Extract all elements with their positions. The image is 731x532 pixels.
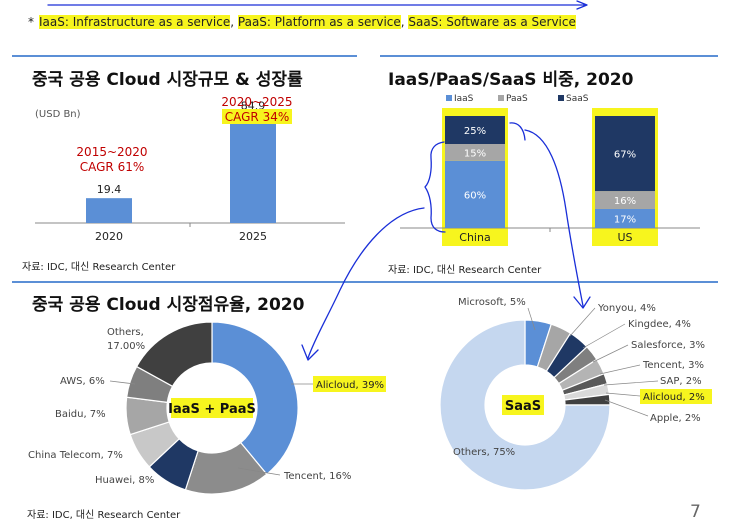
donut-iaas-paas <box>125 321 299 495</box>
slice-label-kingdee: Kingdee, 4% <box>628 319 691 330</box>
footnote-saas: SaaS: Software as a Service <box>408 15 576 29</box>
leader-aws <box>109 380 136 385</box>
stack-us: 17% 16% 67% <box>595 116 655 228</box>
segment-us-paas <box>595 191 655 209</box>
cagr-2020-2025-period: 2020~2025 <box>221 95 292 109</box>
leader-tencent <box>237 467 281 476</box>
slice-label-huawei: Huawei, 8% <box>95 475 154 486</box>
slice-label-alicloud: Alicloud, 39% <box>316 380 384 391</box>
source-note-1: 자료: IDC, 대신 Research Center <box>22 262 176 273</box>
legend-iaas-swatch <box>446 95 452 101</box>
source-note-3: 자료: IDC, 대신 Research Center <box>27 510 181 521</box>
leader-salesforce <box>592 344 629 363</box>
slice-label-apple: Apple, 2% <box>650 413 701 424</box>
pen-arrow-to-iaas-paas <box>301 207 425 361</box>
stacked-chart-title: IaaS/PaaS/SaaS 비중, 2020 <box>388 70 634 90</box>
slice-label-tencent: Tencent, 16% <box>283 471 351 482</box>
alicloud-highlight <box>640 389 712 404</box>
slice-label-salesforce: Salesforce, 3% <box>631 340 705 351</box>
saas-donut-chart: SaaS Microsoft, 5% Yonyou, 4% Kingdee, 4… <box>439 297 712 491</box>
slice-label-microsoft: Microsoft, 5% <box>458 297 526 308</box>
bar-2025 <box>230 114 276 223</box>
segment-label-us-saas: 67% <box>614 150 636 161</box>
pen-bracket-china <box>424 141 446 233</box>
legend-iaas: IaaS <box>454 94 474 104</box>
footnote-iaas: IaaS: Infrastructure as a service <box>39 15 231 29</box>
pen-bracket-saas <box>509 122 526 141</box>
leader-apple <box>604 399 649 417</box>
iaas-paas-slice-alicloud <box>211 321 299 476</box>
slice-label-alicloud: Alicloud, 2% <box>643 392 705 403</box>
ylabel: (USD Bn) <box>35 109 81 120</box>
segment-label-china-iaas: 60% <box>464 190 486 201</box>
center-label: IaaS + PaaS <box>168 402 256 417</box>
segment-china-saas <box>445 116 505 144</box>
leader-tencent <box>599 364 641 375</box>
x-tick-china: China <box>459 231 490 244</box>
slice-label-sap: SAP, 2% <box>660 376 702 387</box>
center-highlight <box>171 398 253 418</box>
slice-label-others-2: 17.00% <box>107 341 145 352</box>
segment-china-iaas <box>445 160 505 228</box>
footnote-paas: PaaS: Platform as a service <box>237 15 401 29</box>
x-tick-2025: 2025 <box>239 230 267 243</box>
legend-saas-swatch <box>558 95 564 101</box>
cagr-2015-2020-period: 2015~2020 <box>76 145 147 159</box>
divider-top-left <box>12 55 357 57</box>
footnote-star: * <box>28 15 34 29</box>
slice-label-tencent: Tencent, 3% <box>642 360 704 371</box>
divider-middle <box>12 281 718 283</box>
segment-us-iaas <box>595 208 655 228</box>
x-tick-us: US <box>617 231 632 244</box>
x-tick-2020: 2020 <box>95 230 123 243</box>
leader-kingdee <box>582 323 626 349</box>
legend-paas-swatch <box>498 95 504 101</box>
footnote: * IaaS: Infrastructure as a service, PaaS… <box>28 15 576 29</box>
center-label: SaaS <box>505 399 541 414</box>
iaas-paas-donut-chart: IaaS + PaaS Alicloud, 39% Tencent, 16% H… <box>28 321 386 495</box>
bar-value-2020: 19.4 <box>97 183 122 196</box>
cagr-highlight <box>222 109 292 124</box>
market-size-chart: (USD Bn) 19.4 84.9 2020 2025 2015~2020 C… <box>35 95 345 243</box>
segment-label-china-saas: 25% <box>464 126 486 137</box>
stack-china: 60% 15% 25% <box>445 116 505 228</box>
service-mix-chart: IaaS PaaS SaaS 60% 15% 25% 17% 16% 67% China… <box>400 94 700 246</box>
leader-yonyou <box>569 307 596 337</box>
center-highlight <box>502 395 544 415</box>
slice-label-others-1: Others, <box>107 327 144 338</box>
legend-paas: PaaS <box>506 94 528 104</box>
leader-sap <box>603 380 659 386</box>
slice-label-chinatelecom: China Telecom, 7% <box>28 450 123 461</box>
segment-us-saas <box>595 116 655 192</box>
saas-leader-lines <box>527 307 659 417</box>
leader-alicloud <box>605 392 641 397</box>
legend-saas: SaaS <box>566 94 589 104</box>
segment-china-paas <box>445 144 505 161</box>
bar-chart-title: 중국 공용 Cloud 시장규모 & 성장률 <box>32 70 303 90</box>
pen-arrow-to-saas <box>524 129 591 309</box>
pen-underline-arrow <box>47 0 588 10</box>
segment-label-china-paas: 15% <box>464 148 486 159</box>
divider-top-right <box>380 55 718 57</box>
segment-label-us-iaas: 17% <box>614 214 636 225</box>
slice-label-others: Others, 75% <box>453 447 515 458</box>
slice-label-baidu: Baidu, 7% <box>55 409 106 420</box>
saas-slice-others <box>439 319 611 491</box>
cagr-2020-2025-value: CAGR 34% <box>225 110 290 124</box>
slice-label-aws: AWS, 6% <box>60 376 105 387</box>
segment-label-us-paas: 16% <box>614 196 636 207</box>
iaas-paas-slice-others <box>135 321 213 388</box>
cagr-2015-2020-value: CAGR 61% <box>80 160 145 174</box>
source-note-2: 자료: IDC, 대신 Research Center <box>388 265 542 276</box>
donut-saas <box>439 319 611 491</box>
donut-chart-title: 중국 공용 Cloud 시장점유율, 2020 <box>32 295 305 315</box>
bar-2020 <box>86 198 132 223</box>
slice-label-yonyou: Yonyou, 4% <box>597 303 656 314</box>
leader-microsoft <box>527 307 536 331</box>
alicloud-highlight <box>313 376 386 392</box>
page-number: 7 <box>690 502 701 522</box>
